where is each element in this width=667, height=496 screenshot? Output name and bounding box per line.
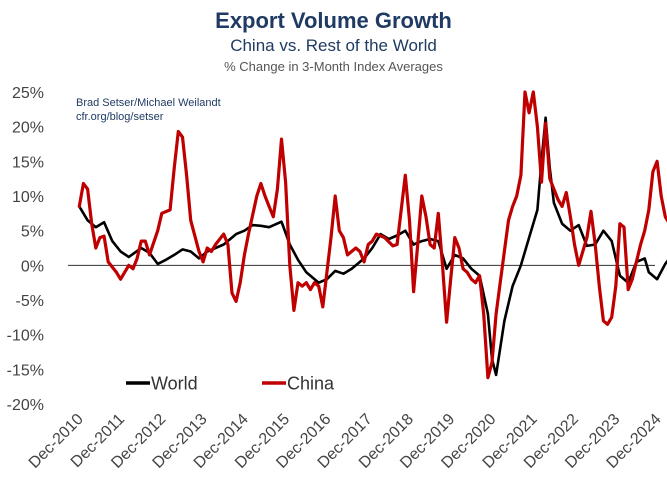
source-credit-authors: Brad Setser/Michael Weilandt: [76, 97, 221, 109]
y-axis: 25% 20% 15% 10% 5% 0% -5% -10% -15% -20%: [7, 85, 44, 414]
y-tick-label: -5%: [16, 293, 44, 310]
series-line-china: [77, 90, 667, 380]
series-layer: [77, 90, 667, 380]
chart-title: Export Volume Growth: [215, 8, 452, 33]
y-tick-label: 10%: [12, 189, 44, 206]
y-tick-label: -15%: [7, 362, 44, 379]
source-credit-url: cfr.org/blog/setser: [76, 111, 164, 123]
series-line-world: [78, 116, 667, 377]
chart-subtitle: China vs. Rest of the World: [230, 36, 437, 55]
chart-subtitle-units: % Change in 3-Month Index Averages: [224, 59, 443, 74]
legend-label-china: China: [287, 374, 335, 394]
y-tick-label: -10%: [7, 328, 44, 345]
y-tick-label: 0%: [21, 258, 44, 275]
y-tick-label: 25%: [12, 85, 44, 102]
legend-label-world: World: [151, 374, 198, 394]
y-tick-label: 15%: [12, 154, 44, 171]
y-tick-label: 5%: [21, 224, 44, 241]
y-tick-label: -20%: [7, 397, 44, 414]
x-axis: Dec-2010Dec-2011Dec-2012Dec-2013Dec-2014…: [26, 411, 665, 472]
legend: World China: [126, 374, 335, 394]
y-tick-label: 20%: [12, 120, 44, 137]
